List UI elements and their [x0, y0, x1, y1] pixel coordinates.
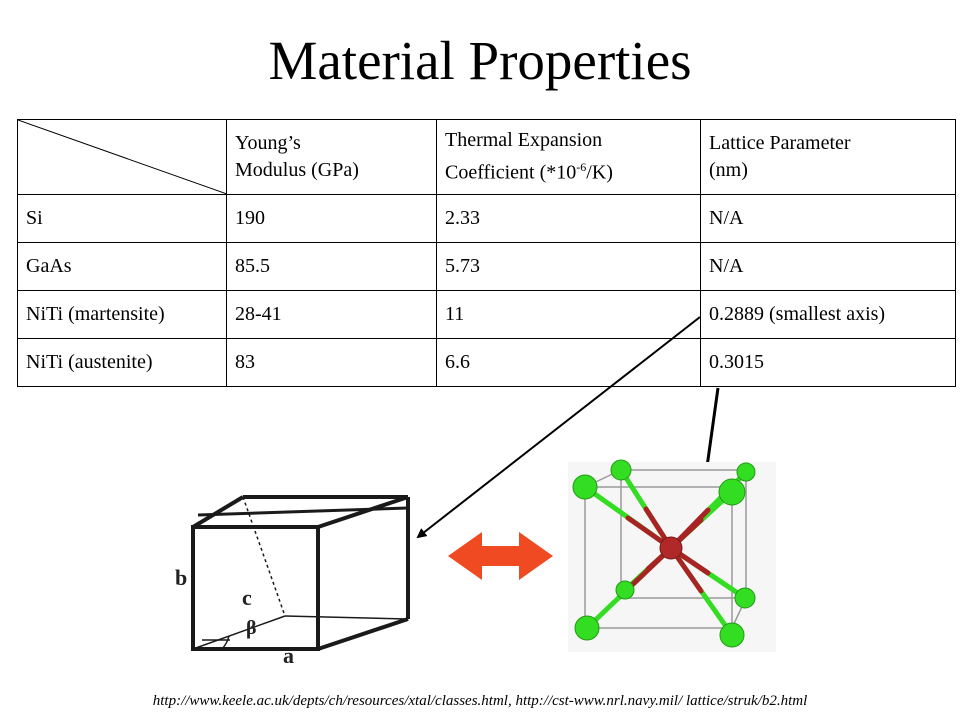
label-beta: β — [246, 617, 257, 639]
corner-diagonal — [18, 120, 227, 194]
material-cell: NiTi (austenite) — [17, 338, 227, 387]
material-properties-table: Young’s Modulus (GPa) Thermal Expansion Co… — [17, 119, 956, 387]
lattice-cell: N/A — [700, 242, 956, 291]
header-lattice-parameter: Lattice Parameter (nm) — [700, 119, 956, 195]
table-row: NiTi (austenite) 83 6.6 0.3015 — [17, 338, 956, 387]
thermal-cell: 5.73 — [436, 242, 701, 291]
table-row: Si 190 2.33 N/A — [17, 194, 956, 243]
lattice-cell: 0.2889 (smallest axis) — [700, 290, 956, 339]
transformation-double-arrow — [448, 532, 553, 580]
thermal-cell: 6.6 — [436, 338, 701, 387]
modulus-cell: 28-41 — [226, 290, 437, 339]
modulus-cell: 83 — [226, 338, 437, 387]
slide-title: Material Properties — [268, 30, 692, 91]
material-cell: NiTi (martensite) — [17, 290, 227, 339]
modulus-cell: 85.5 — [226, 242, 437, 291]
table-header-row: Young’s Modulus (GPa) Thermal Expansion Co… — [17, 119, 956, 195]
label-b: b — [175, 565, 187, 590]
modulus-cell: 190 — [226, 194, 437, 243]
label-c: c — [242, 585, 252, 610]
b2-cell-diagram — [568, 459, 776, 652]
table-row: NiTi (martensite) 28-41 11 0.2889 (small… — [17, 290, 956, 339]
arrow-to-b2-cell — [702, 387, 720, 476]
table-row: GaAs 85.5 5.73 N/A — [17, 242, 956, 291]
lattice-cell: N/A — [700, 194, 956, 243]
thermal-cell: 11 — [436, 290, 701, 339]
header-thermal-expansion: Thermal Expansion Coefficient (*10-6/K) — [436, 119, 701, 195]
header-youngs-modulus: Young’s Modulus (GPa) — [226, 119, 437, 195]
material-cell: Si — [17, 194, 227, 243]
source-caption: http://www.keele.ac.uk/depts/ch/resource… — [152, 693, 808, 709]
lattice-cell: 0.3015 — [700, 338, 956, 387]
monoclinic-cell-diagram — [191, 495, 410, 651]
corner-cell — [17, 119, 227, 195]
label-a: a — [283, 643, 294, 668]
thermal-cell: 2.33 — [436, 194, 701, 243]
material-cell: GaAs — [17, 242, 227, 291]
